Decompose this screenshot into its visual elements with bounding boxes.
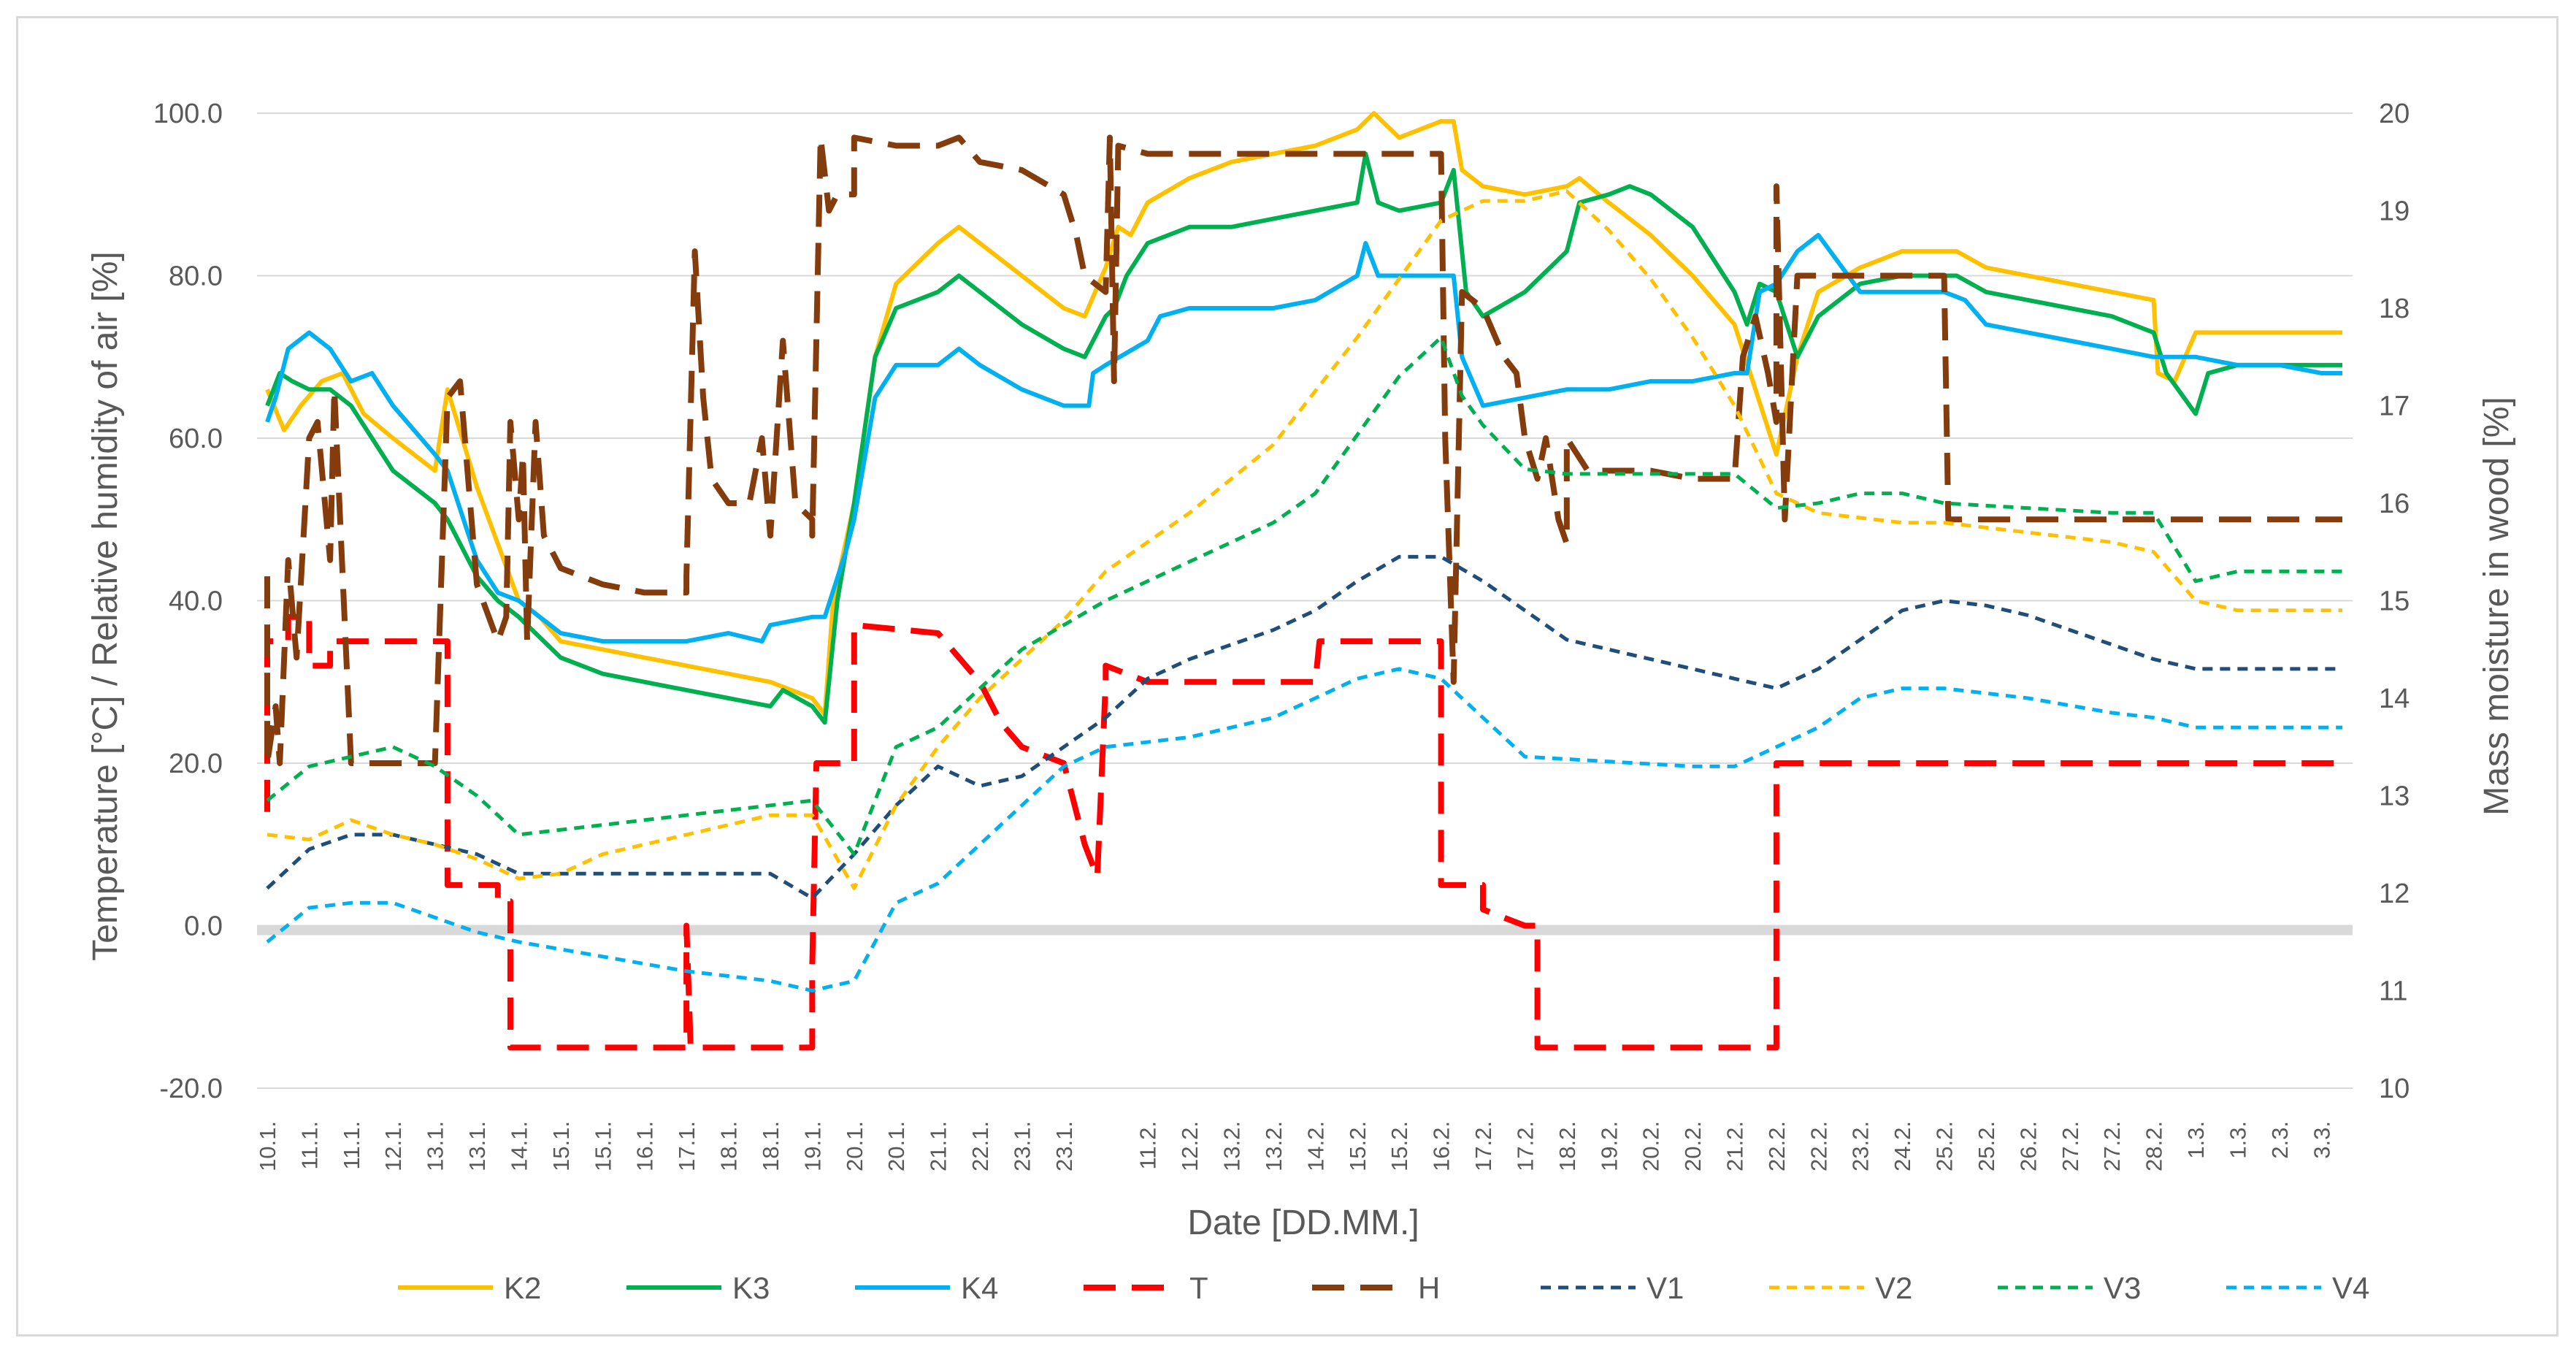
x-tick-label: 20.1. — [842, 1121, 867, 1171]
x-tick-label: 1.3. — [2183, 1121, 2209, 1159]
y-tick-label: 60.0 — [169, 424, 223, 454]
x-tick-label: 19.1. — [800, 1121, 825, 1171]
series-line-v3 — [266, 335, 2342, 857]
x-tick-label: 23.2. — [1848, 1121, 1874, 1171]
y2-tick-label: 20 — [2379, 99, 2410, 129]
y2-tick-label: 19 — [2379, 196, 2410, 227]
x-tick-label: 23.1. — [1051, 1121, 1077, 1171]
x-tick-label: 27.2. — [2058, 1121, 2083, 1171]
x-tick-label: 22.1. — [967, 1121, 993, 1171]
y2-tick-label: 18 — [2379, 294, 2410, 324]
x-tick-label: 20.2. — [1638, 1121, 1664, 1171]
y2-tick-label: 13 — [2379, 781, 2410, 812]
x-tick-label: 25.2. — [1932, 1121, 1958, 1171]
x-tick-label: 1.3. — [2225, 1121, 2250, 1159]
x-axis-ticks: 10.1. 11.1. 11.1. 12.1. 13.1. 13.1. 14.1. 15.1.… — [255, 1121, 2334, 1171]
y-tick-label: -20.0 — [159, 1074, 223, 1104]
x-tick-label: 2.3. — [2267, 1121, 2293, 1159]
x-tick-label: 19.2. — [1596, 1121, 1622, 1171]
x-tick-label: 28.2. — [2142, 1121, 2167, 1171]
x-tick-label: 12.2. — [1177, 1121, 1203, 1171]
y-tick-label: 100.0 — [153, 99, 223, 129]
x-tick-label: 13.2. — [1219, 1121, 1245, 1171]
x-tick-label: 20.2. — [1680, 1121, 1706, 1171]
x-tick-label: 14.1. — [506, 1121, 532, 1171]
legend: K2 K3 K4 T H V1 V2 V3 V4 — [398, 1271, 2369, 1305]
x-tick-label: 17.2. — [1512, 1121, 1538, 1171]
x-axis-title: Date [DD.MM.] — [1187, 1204, 1419, 1242]
x-tick-label: 11.1. — [296, 1121, 322, 1170]
x-tick-label: 15.2. — [1387, 1121, 1412, 1171]
series-line-k3 — [265, 151, 2342, 725]
x-tick-label: 26.2. — [2015, 1121, 2041, 1171]
y-axis-ticks: -20.0 0.0 20.0 40.0 60.0 80.0 100.0 — [153, 99, 223, 1104]
x-tick-label: 23.1. — [1009, 1121, 1035, 1171]
chart-frame — [16, 16, 2558, 1336]
y-tick-label: 40.0 — [169, 586, 223, 617]
x-tick-label: 11.1. — [339, 1121, 364, 1170]
y-tick-label: 0.0 — [184, 911, 223, 942]
legend-label-t: T — [1189, 1271, 1208, 1305]
x-tick-label: 18.2. — [1555, 1121, 1580, 1171]
x-tick-label: 11.2. — [1135, 1121, 1161, 1170]
legend-label-v3: V3 — [2104, 1271, 2141, 1305]
y2-tick-label: 10 — [2379, 1074, 2410, 1104]
legend-label-h: H — [1418, 1271, 1440, 1305]
legend-label-v4: V4 — [2332, 1271, 2369, 1305]
x-tick-label: 21.2. — [1722, 1121, 1747, 1171]
x-tick-label: 17.1. — [674, 1121, 699, 1171]
legend-label-v2: V2 — [1875, 1271, 1912, 1305]
x-tick-label: 3.3. — [2309, 1121, 2334, 1159]
y2-tick-label: 17 — [2379, 391, 2410, 422]
series-line-t — [264, 613, 2342, 1051]
y2-tick-label: 12 — [2379, 879, 2410, 909]
x-tick-label: 21.1. — [926, 1121, 951, 1171]
legend-label-k4: K4 — [961, 1271, 998, 1305]
x-tick-label: 24.2. — [1890, 1121, 1915, 1171]
legend-label-k2: K2 — [504, 1271, 541, 1305]
x-tick-label: 27.2. — [2099, 1121, 2125, 1171]
x-tick-label: 25.2. — [1974, 1121, 1999, 1171]
series-line-v2 — [267, 189, 2342, 890]
y-tick-label: 80.0 — [169, 261, 223, 292]
x-tick-label: 18.1. — [758, 1121, 783, 1171]
x-tick-label: 15.1. — [548, 1121, 574, 1171]
x-tick-label: 12.1. — [380, 1121, 406, 1171]
series-line-k4 — [265, 232, 2342, 644]
legend-label-k3: K3 — [732, 1271, 770, 1305]
y2-tick-label: 11 — [2379, 976, 2407, 1007]
x-tick-label: 15.2. — [1345, 1121, 1371, 1171]
y-axis-title: Temperature [°C] / Relative humidity of … — [86, 251, 125, 961]
x-tick-label: 10.1. — [255, 1121, 280, 1171]
y2-tick-label: 15 — [2379, 586, 2410, 617]
series-line-h — [264, 134, 2342, 766]
legend-label-v1: V1 — [1647, 1271, 1684, 1305]
series-group — [264, 111, 2342, 1051]
x-tick-label: 13.2. — [1261, 1121, 1287, 1171]
x-tick-label: 15.1. — [590, 1121, 616, 1171]
series-line-k2 — [265, 111, 2342, 717]
x-tick-label: 13.1. — [464, 1121, 490, 1171]
y2-tick-label: 16 — [2379, 489, 2410, 519]
y2-tick-label: 14 — [2379, 684, 2410, 714]
x-tick-label: 22.2. — [1806, 1121, 1831, 1171]
x-tick-label: 16.2. — [1429, 1121, 1454, 1171]
gridlines — [257, 112, 2353, 1089]
x-tick-label: 16.1. — [632, 1121, 658, 1171]
x-tick-label: 20.1. — [883, 1121, 909, 1171]
series-line-v1 — [266, 554, 2342, 900]
x-tick-label: 18.1. — [716, 1121, 742, 1171]
y2-axis-title: Mass moisture in wood [%] — [2477, 397, 2516, 816]
x-tick-label: 13.1. — [423, 1121, 448, 1171]
series-line-v4 — [266, 667, 2342, 992]
y2-axis-ticks: 10 11 12 13 14 15 16 17 18 19 20 — [2379, 99, 2410, 1104]
x-tick-label: 22.2. — [1764, 1121, 1790, 1171]
x-tick-label: 17.2. — [1471, 1121, 1496, 1171]
y-tick-label: 20.0 — [169, 749, 223, 779]
x-tick-label: 14.2. — [1303, 1121, 1328, 1171]
